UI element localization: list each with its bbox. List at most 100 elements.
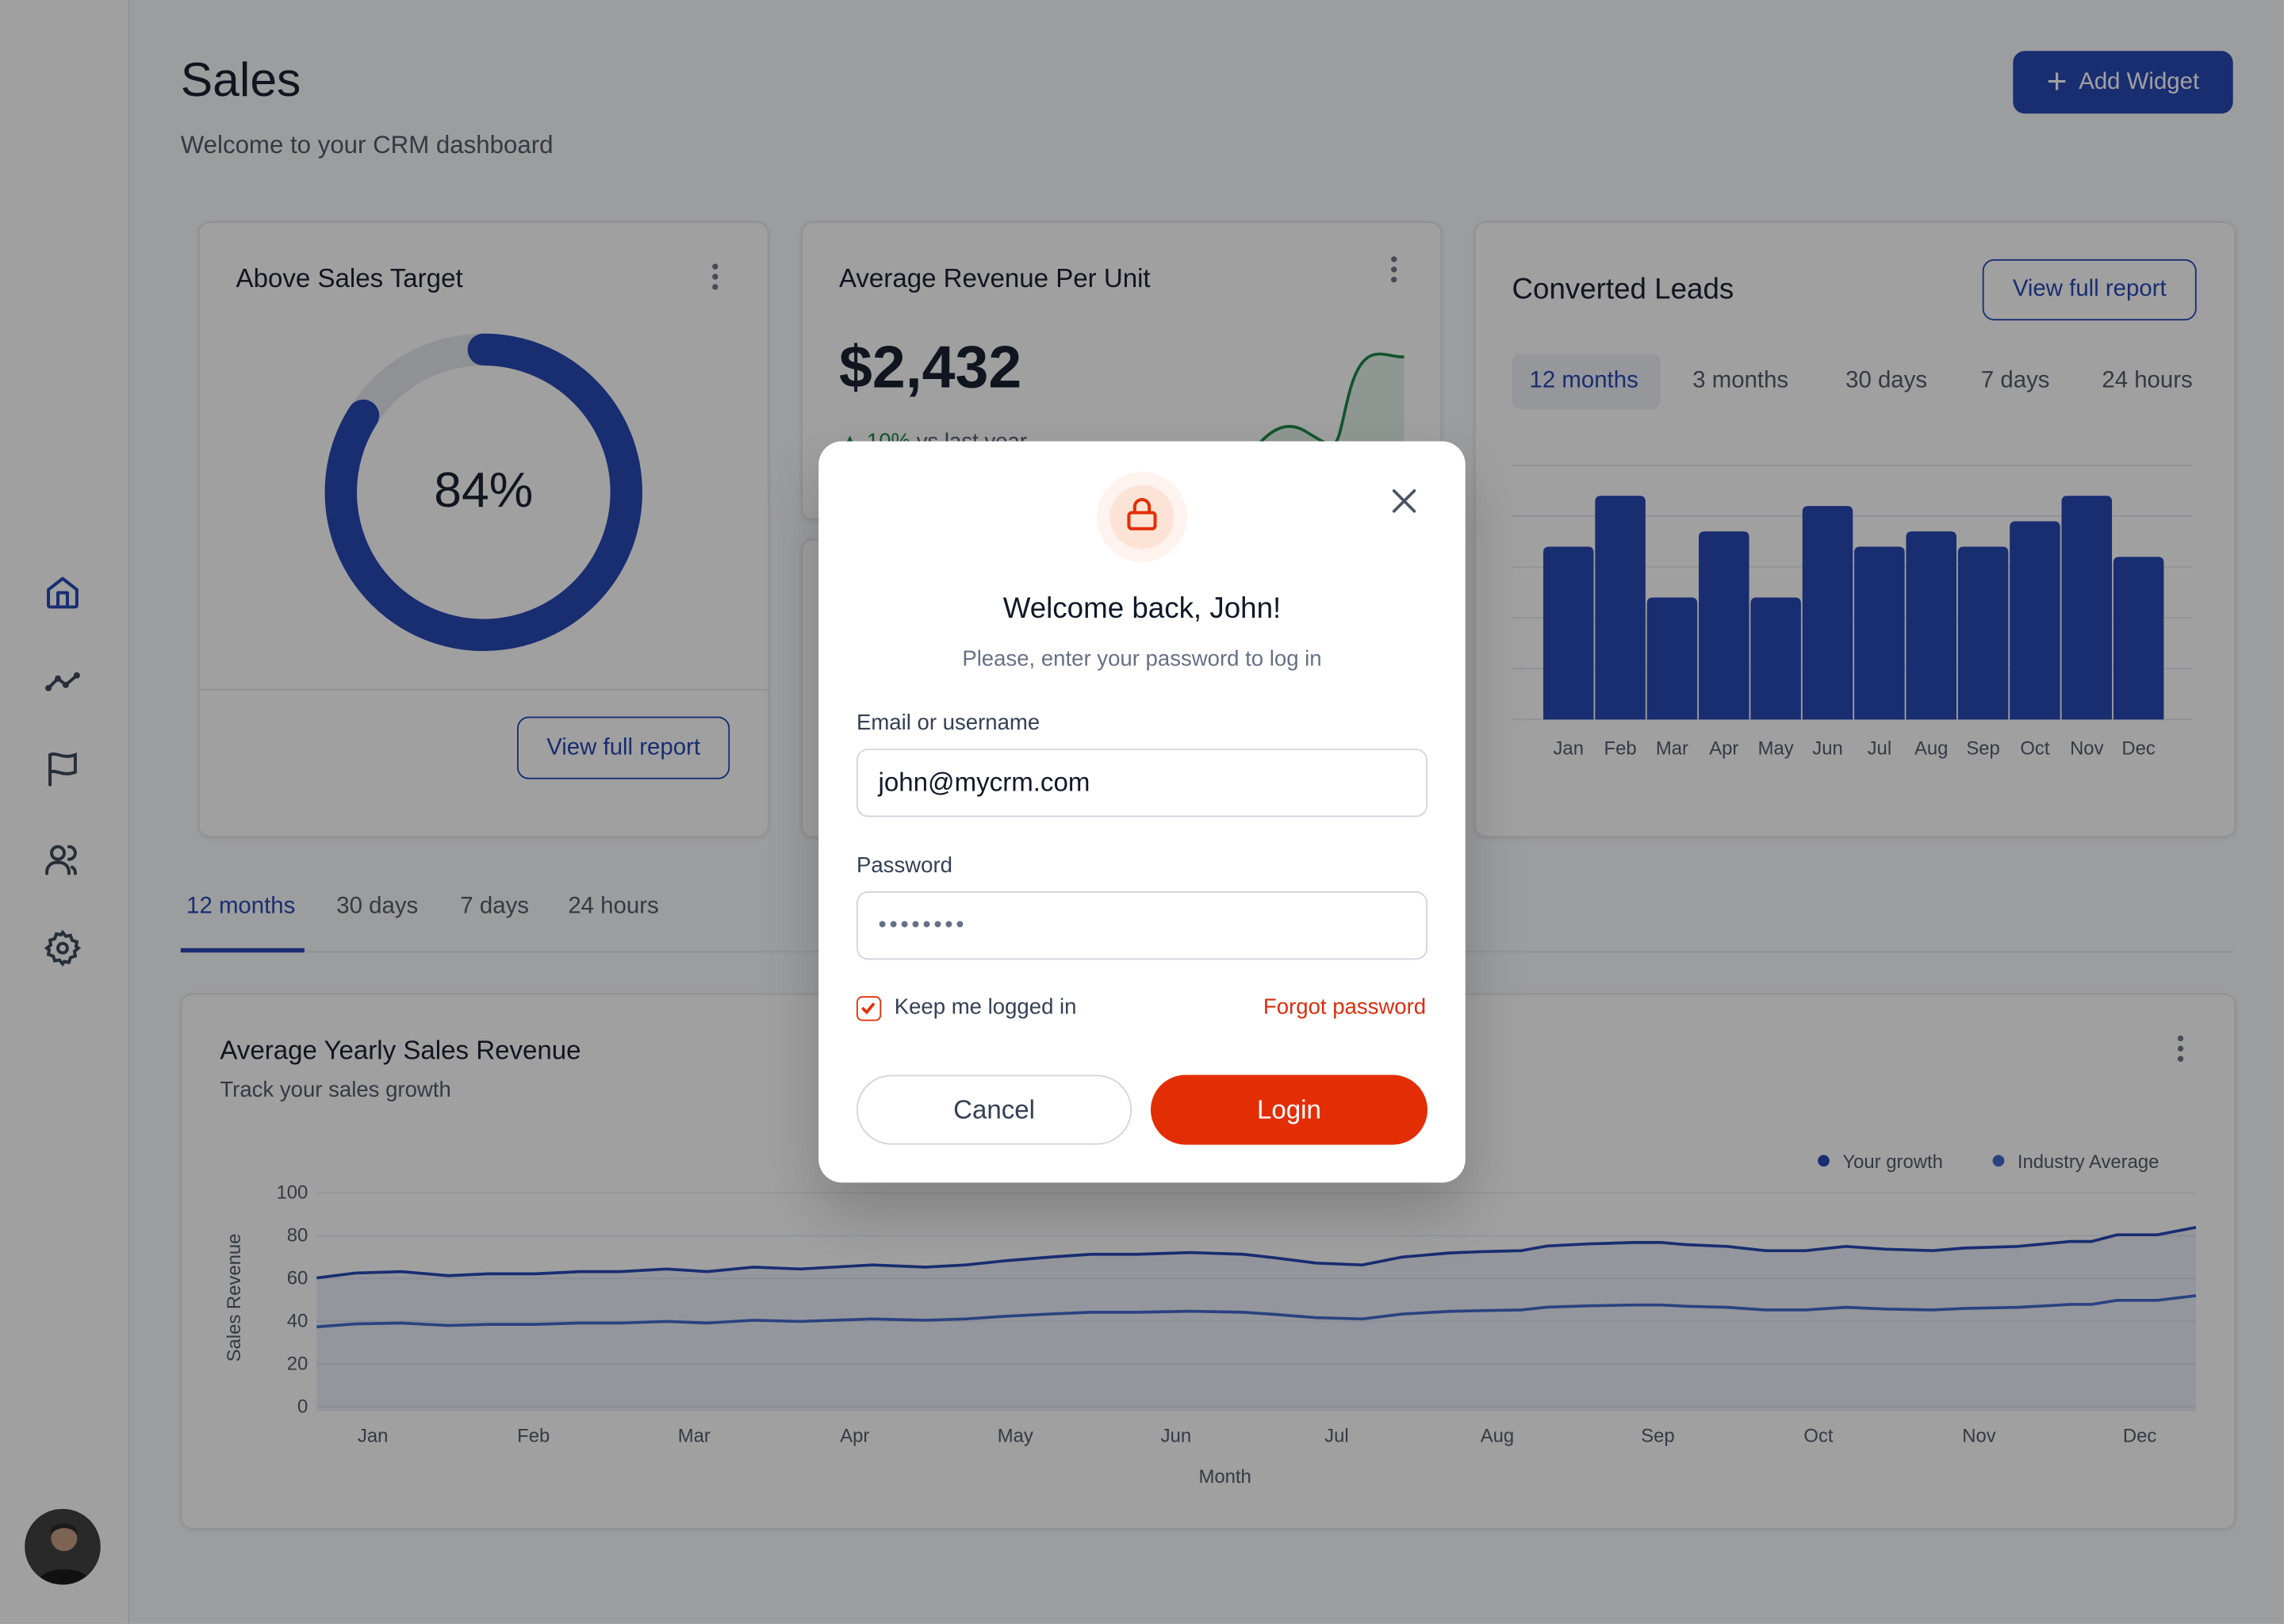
remember-checkbox[interactable] bbox=[856, 996, 882, 1021]
x-tick-label: Sep bbox=[1641, 1425, 1674, 1446]
period-tab-24-hours[interactable]: 24 hours bbox=[568, 894, 659, 919]
forgot-password-link[interactable]: Forgot password bbox=[1263, 994, 1427, 1020]
leads-bar-chart: Jan Feb Mar Apr May Jun Jul Aug Sep Oct Nov Dec bbox=[1512, 464, 2193, 759]
y-tick-label: 100 bbox=[276, 1182, 308, 1204]
bar-nov bbox=[2061, 496, 2113, 720]
series-line-industry-average bbox=[316, 1294, 2197, 1329]
active-tab-bg bbox=[1512, 354, 1661, 410]
tab-3-months[interactable]: 3 months bbox=[1692, 368, 1789, 393]
card-subtitle: Track your sales growth bbox=[220, 1078, 451, 1103]
email-input[interactable]: john@mycrm.com bbox=[856, 749, 1428, 818]
converted-leads-card: Converted Leads View full report 12 mont… bbox=[1473, 221, 2236, 838]
x-tick-label: Aug bbox=[1481, 1425, 1514, 1446]
legend-dot bbox=[1992, 1155, 2005, 1167]
card-title: Average Yearly Sales Revenue bbox=[220, 1035, 581, 1065]
tab-24-hours[interactable]: 24 hours bbox=[2102, 368, 2193, 393]
bar-may bbox=[1750, 597, 1801, 720]
flag-icon[interactable] bbox=[44, 750, 82, 788]
sales-target-card: Above Sales Target 84% View full report bbox=[197, 221, 769, 838]
bar-jul bbox=[1854, 546, 1905, 720]
x-tick-label: Mar bbox=[678, 1425, 711, 1446]
lock-badge bbox=[1097, 472, 1187, 562]
more-options-icon[interactable] bbox=[712, 263, 719, 294]
x-tick-label: Jan bbox=[358, 1425, 388, 1446]
x-tick-label: Jul bbox=[1324, 1425, 1349, 1446]
bar-feb bbox=[1595, 496, 1646, 720]
bar-label: Jan bbox=[1554, 737, 1584, 759]
donut-percent: 84% bbox=[434, 463, 534, 519]
bar-label: Oct bbox=[2020, 737, 2049, 759]
close-icon[interactable] bbox=[1391, 488, 1417, 514]
lock-icon bbox=[1127, 497, 1157, 530]
modal-title: Welcome back, John! bbox=[1002, 592, 1282, 625]
divider bbox=[199, 688, 768, 691]
view-full-report-button[interactable]: View full report bbox=[1982, 259, 2197, 321]
bar-label: Jul bbox=[1868, 737, 1892, 759]
donut-chart bbox=[324, 333, 642, 652]
page-title: Sales bbox=[180, 52, 301, 107]
donut-progress bbox=[324, 333, 642, 652]
card-title: Above Sales Target bbox=[236, 263, 463, 293]
y-tick-label: 40 bbox=[287, 1311, 308, 1332]
bar-jun bbox=[1802, 506, 1853, 720]
check-icon bbox=[861, 1002, 876, 1015]
bar-label: May bbox=[1758, 737, 1794, 759]
bar-label: Sep bbox=[1966, 737, 1999, 759]
page-subtitle: Welcome to your CRM dashboard bbox=[180, 131, 554, 159]
more-options-icon[interactable] bbox=[1391, 256, 1397, 287]
bar-label: Apr bbox=[1709, 737, 1738, 759]
users-icon[interactable] bbox=[44, 841, 82, 879]
bar-aug bbox=[1906, 531, 1956, 720]
card-title: Average Revenue Per Unit bbox=[838, 263, 1151, 293]
bar-apr bbox=[1699, 531, 1749, 720]
tab-12-months[interactable]: 12 months bbox=[1529, 368, 1638, 393]
login-button[interactable]: Login bbox=[1150, 1074, 1428, 1145]
x-tick-label: Feb bbox=[517, 1425, 550, 1446]
user-avatar[interactable] bbox=[25, 1508, 101, 1585]
x-tick-label: Oct bbox=[1803, 1425, 1833, 1446]
sidebar bbox=[0, 0, 130, 1624]
active-tab-indicator bbox=[180, 948, 305, 953]
x-tick-label: Apr bbox=[840, 1425, 869, 1446]
legend-label: Industry Average bbox=[2018, 1151, 2159, 1173]
revenue-line-chart: 0 20 40 60 80 100 Jan Feb Mar Apr May Jun Jul Aug Sep O… bbox=[224, 1151, 2197, 1488]
tab-30-days[interactable]: 30 days bbox=[1845, 368, 1928, 393]
legend-dot bbox=[1818, 1155, 1830, 1167]
period-tab-30-days[interactable]: 30 days bbox=[336, 894, 419, 919]
bar-label: Aug bbox=[1914, 737, 1948, 759]
view-full-report-button[interactable]: View full report bbox=[517, 716, 730, 779]
more-options-icon[interactable] bbox=[2177, 1035, 2184, 1067]
home-icon[interactable] bbox=[44, 574, 82, 612]
period-tab-12-months[interactable]: 12 months bbox=[186, 894, 296, 919]
y-tick-label: 80 bbox=[287, 1225, 308, 1247]
bar-label: Feb bbox=[1604, 737, 1637, 759]
cancel-button[interactable]: Cancel bbox=[856, 1074, 1132, 1145]
x-tick-label: May bbox=[998, 1425, 1033, 1446]
series-line-your-growth bbox=[316, 1225, 2197, 1280]
legend-label: Your growth bbox=[1842, 1151, 1942, 1173]
remember-label[interactable]: Keep me logged in bbox=[894, 994, 1077, 1020]
period-tab-7-days[interactable]: 7 days bbox=[460, 894, 529, 919]
email-label: Email or username bbox=[856, 710, 1040, 736]
gear-icon[interactable] bbox=[44, 929, 82, 967]
bar-label: Mar bbox=[1656, 737, 1688, 759]
bar-jan bbox=[1542, 546, 1594, 720]
bar-mar bbox=[1646, 597, 1698, 720]
trend-icon[interactable] bbox=[44, 661, 82, 699]
bar-oct bbox=[2010, 521, 2060, 720]
y-tick-label: 0 bbox=[297, 1396, 308, 1418]
tab-7-days[interactable]: 7 days bbox=[1980, 368, 2050, 393]
bar-label: Dec bbox=[2121, 737, 2155, 759]
x-tick-label: Nov bbox=[1962, 1425, 1996, 1446]
avatar-image bbox=[25, 1508, 101, 1585]
password-label: Password bbox=[856, 853, 952, 879]
arpu-value: $2,432 bbox=[838, 333, 1022, 401]
add-widget-label: Add Widget bbox=[2079, 69, 2200, 94]
y-axis-title: Sales Revenue bbox=[224, 1234, 245, 1362]
login-modal: Welcome back, John! Please, enter your p… bbox=[818, 441, 1466, 1183]
password-input[interactable]: •••••••• bbox=[856, 891, 1428, 960]
x-tick-label: Dec bbox=[2123, 1425, 2157, 1446]
add-widget-button[interactable]: + Add Widget bbox=[2013, 51, 2233, 114]
y-tick-label: 60 bbox=[287, 1268, 308, 1289]
x-axis-title: Month bbox=[1199, 1466, 1251, 1488]
